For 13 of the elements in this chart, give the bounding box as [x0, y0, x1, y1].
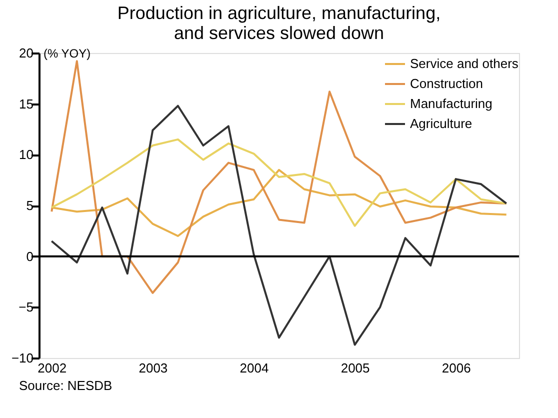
x-tick-label: 2002	[38, 360, 67, 376]
y-tick-label: −10	[11, 350, 34, 366]
chart-title: Production in agriculture, manufacturing, and services slowed down	[117, 3, 441, 43]
source-note: Source: NESDB	[19, 378, 112, 393]
y-axis-title: (% YOY)	[44, 46, 91, 60]
x-tick-label: 2003	[138, 360, 168, 376]
x-tick-label: 2004	[240, 360, 269, 376]
legend-label: Agriculture	[410, 116, 472, 131]
x-tick-label: 2006	[442, 360, 471, 376]
legend-label: Construction	[410, 76, 483, 91]
legend-label: Manufacturing	[410, 96, 492, 111]
legend-label: Service and others	[410, 56, 519, 71]
x-tick-label: 2005	[340, 360, 370, 376]
